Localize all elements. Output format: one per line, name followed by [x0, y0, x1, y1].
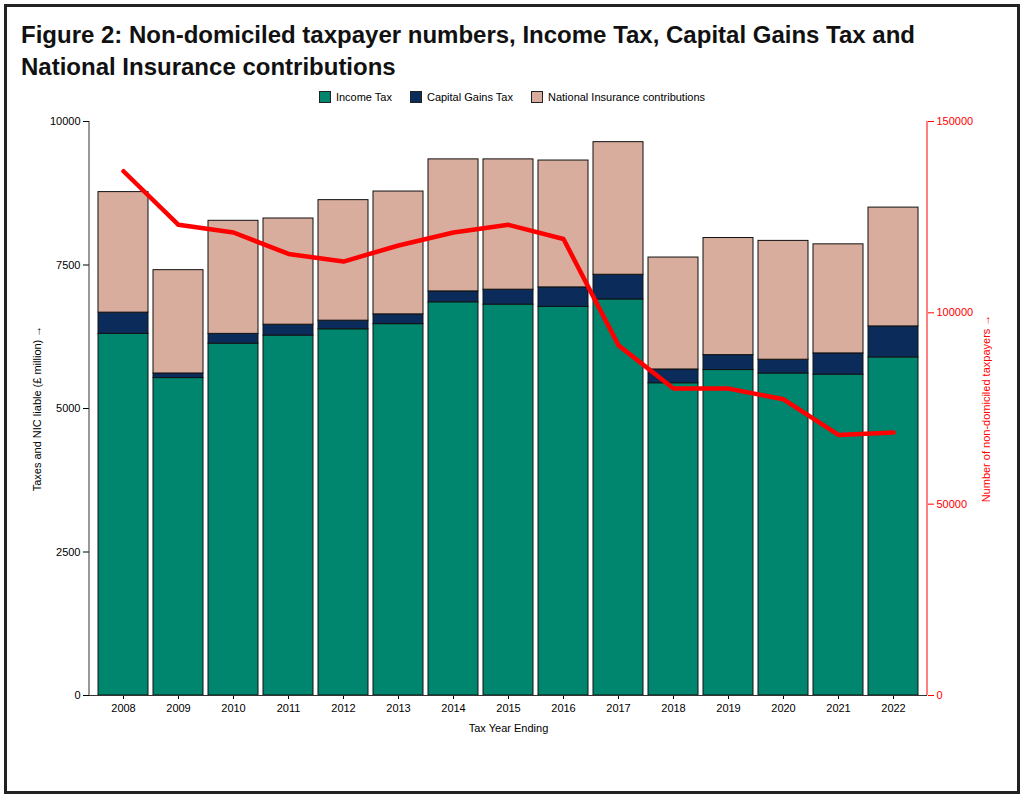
html-text:Figure 2: Non-domiciled taxpay: Figure 2: Non-domiciled taxpayer numbers…: [21, 21, 915, 80]
svg-text:2019: 2019: [716, 702, 740, 714]
svg-text:2008: 2008: [111, 702, 135, 714]
svg-text:0: 0: [937, 689, 943, 701]
svg-text:100000: 100000: [937, 306, 974, 318]
svg-text:Number of non-domiciled taxpay: Number of non-domiciled taxpayers →: [980, 315, 992, 503]
svg-text:7500: 7500: [56, 259, 80, 271]
html-text:Capital Gains Tax: Capital Gains Tax: [426, 91, 513, 103]
svg-text:2012: 2012: [331, 702, 355, 714]
svg-text:2500: 2500: [56, 546, 80, 558]
svg-text:150000: 150000: [937, 115, 974, 127]
svg-text:5000: 5000: [56, 402, 80, 414]
svg-text:2015: 2015: [496, 702, 520, 714]
svg-text:2009: 2009: [166, 702, 190, 714]
svg-text:2011: 2011: [277, 702, 301, 714]
html-text:National Insurance contributio: National Insurance contributions: [548, 91, 706, 103]
svg-text:2010: 2010: [221, 702, 245, 714]
svg-text:2014: 2014: [441, 702, 465, 714]
svg-text:2016: 2016: [551, 702, 575, 714]
svg-text:2021: 2021: [826, 702, 850, 714]
svg-text:2013: 2013: [386, 702, 410, 714]
svg-text:2020: 2020: [771, 702, 795, 714]
svg-text:2017: 2017: [606, 702, 630, 714]
svg-text:10000: 10000: [50, 115, 81, 127]
svg-text:Tax Year Ending: Tax Year Ending: [469, 722, 549, 734]
svg-text:50000: 50000: [937, 498, 968, 510]
svg-text:2018: 2018: [661, 702, 685, 714]
svg-text:0: 0: [74, 689, 80, 701]
svg-text:Taxes and NIC liable (£ millio: Taxes and NIC liable (£ million) →: [31, 326, 43, 492]
html-text:Income Tax: Income Tax: [335, 91, 392, 103]
svg-text:2022: 2022: [881, 702, 905, 714]
